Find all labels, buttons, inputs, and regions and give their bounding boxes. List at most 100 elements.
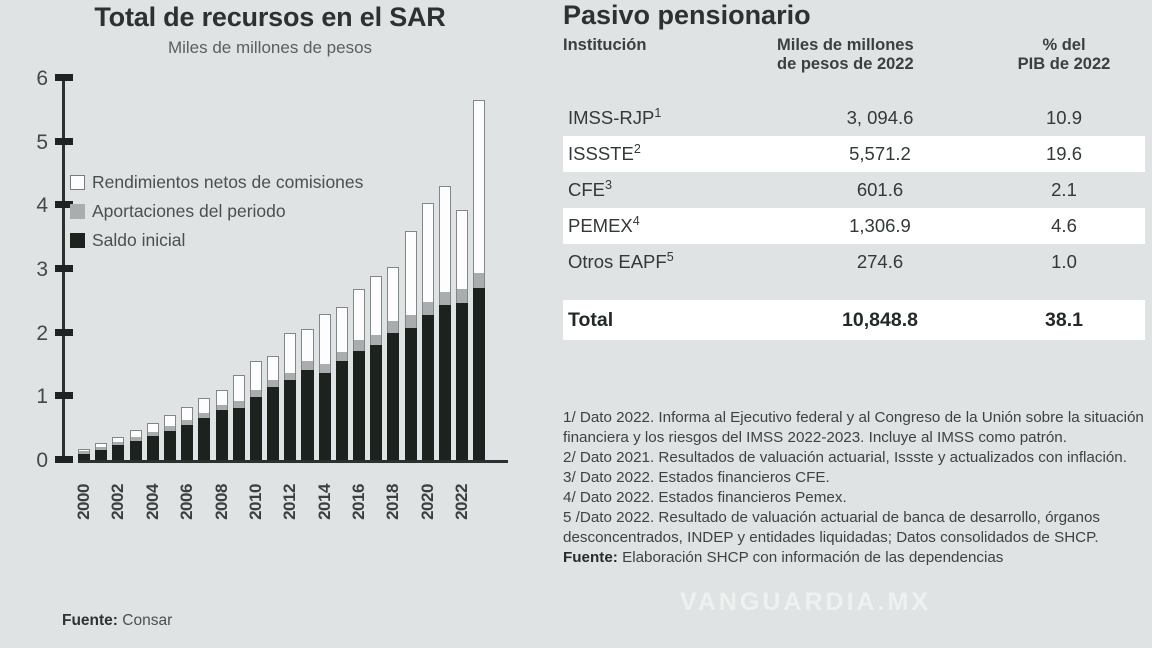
x-tick-label-2000: 2000: [74, 484, 94, 520]
bar-2006: [181, 78, 194, 460]
x-tick-label-2002: 2002: [108, 484, 128, 520]
column-header-pib-line1: % del: [1042, 36, 1086, 54]
bar-2023: [473, 78, 486, 460]
bar-2018: [387, 78, 400, 460]
x-tick-2007: [198, 464, 210, 534]
bar-2017: [370, 78, 383, 460]
legend-item-saldo: Saldo inicial: [70, 226, 363, 255]
bar-segment-rendimientos-2018: [387, 267, 400, 322]
x-axis-labels: 2000 2002 2004 2006 2008 2010 2012 2014 2016 2018…: [74, 464, 508, 534]
x-tick-label-2014: 2014: [314, 484, 334, 520]
bar-2009: [232, 78, 245, 460]
bar-segment-aportaciones-2006: [181, 419, 194, 425]
bar-segment-rendimientos-2021: [438, 186, 452, 292]
column-header-monto-line2: de pesos de 2022: [777, 55, 914, 74]
bar-segment-aportaciones-2022: [456, 288, 469, 303]
legend-item-rendimientos: Rendimientos netos de comisiones: [70, 168, 363, 197]
cell-monto: 3, 094.6: [846, 107, 914, 128]
chart-source-prefix: Fuente:: [62, 612, 118, 629]
bar-segment-saldo-2018: [387, 332, 400, 460]
x-tick-2016: 2016: [349, 464, 368, 534]
x-tick-2010: 2010: [246, 464, 265, 534]
x-tick-2020: 2020: [418, 464, 437, 534]
x-tick-2011: [267, 464, 279, 534]
bar-segment-aportaciones-2001: [95, 446, 108, 450]
bar-segment-aportaciones-2008: [215, 404, 228, 411]
bar-segment-aportaciones-2013: [301, 361, 314, 370]
y-tick-label-2: 2: [36, 321, 48, 345]
bar-2015: [335, 78, 348, 460]
footnote-2: 2/ Dato 2021. Resultados de valuación ac…: [563, 449, 1127, 467]
bar-segment-saldo-2015: [335, 361, 348, 460]
bar-segment-saldo-2006: [181, 424, 194, 460]
bar-segment-saldo-2016: [353, 350, 366, 460]
legend-label-saldo: Saldo inicial: [92, 230, 186, 250]
bar-2007: [198, 78, 211, 460]
bar-segment-rendimientos-2006: [181, 407, 194, 420]
table-row: IMSS-RJP1 3, 094.6 10.9: [563, 100, 1145, 136]
x-tick-2006: 2006: [177, 464, 196, 534]
bar-segment-saldo-2009: [232, 407, 245, 460]
cell-institucion: ISSSTE2: [568, 142, 641, 165]
bar-segment-aportaciones-2002: [112, 442, 125, 446]
bar-segment-rendimientos-2001: [95, 442, 108, 447]
bar-2001: [95, 78, 108, 460]
footnote-marker: 2: [633, 142, 641, 157]
bar-segment-saldo-2010: [249, 396, 262, 460]
chart-source: Fuente: Consar: [62, 612, 172, 630]
bar-segment-aportaciones-2009: [232, 401, 245, 408]
bar-segment-aportaciones-2004: [146, 432, 159, 436]
bar-2002: [112, 78, 125, 460]
bar-segment-rendimientos-2012: [284, 333, 297, 373]
footnote-marker: 3: [605, 178, 612, 193]
bar-segment-saldo-2001: [95, 449, 108, 460]
bar-segment-aportaciones-2020: [421, 302, 434, 315]
total-label: Total: [568, 308, 614, 331]
bar-segment-rendimientos-2010: [249, 361, 262, 390]
y-tick-2: [55, 328, 73, 336]
table-row: Otros EAPF5 274.6 1.0: [563, 244, 1145, 280]
chart-panel: Total de recursos en el SAR Miles de mil…: [0, 0, 540, 648]
x-axis-line: [78, 460, 508, 463]
chart-plot-area: 0 1 2 3 4 5 6 2000 2002 2004 2006 2008 2010 2012 2014…: [36, 68, 512, 520]
chart-source-value: Consar: [122, 612, 173, 629]
x-tick-label-2006: 2006: [177, 484, 197, 520]
footnote-1: 1/ Dato 2022. Informa al Ejecutivo feder…: [563, 409, 1144, 447]
table-row: PEMEX4 1,306.9 4.6: [563, 208, 1145, 244]
bar-series-group: [78, 78, 508, 460]
bar-segment-saldo-2005: [163, 430, 177, 460]
cell-institucion: PEMEX4: [568, 214, 640, 237]
bar-2014: [318, 78, 331, 460]
column-header-monto: Miles de millones de pesos de 2022: [777, 36, 963, 75]
bar-2008: [215, 78, 228, 460]
footnotes: 1/ Dato 2022. Informa al Ejecutivo feder…: [563, 408, 1152, 569]
bar-segment-saldo-2022: [456, 302, 469, 460]
bar-segment-rendimientos-2014: [318, 313, 331, 364]
bar-segment-saldo-2019: [404, 327, 417, 460]
bar-segment-saldo-2023: [473, 288, 486, 460]
bar-segment-aportaciones-2017: [370, 334, 383, 346]
bar-2019: [404, 78, 417, 460]
cell-pib: 19.6: [1045, 143, 1082, 164]
cell-monto: 1,306.9: [849, 215, 911, 236]
cell-pib: 1.0: [1051, 251, 1077, 272]
y-tick-label-3: 3: [36, 258, 48, 281]
bar-2000: [78, 78, 91, 460]
y-tick-6: [55, 74, 73, 81]
chart-subtitle: Miles de millones de pesos: [167, 38, 373, 57]
footnote-5: 5 /Dato 2022. Resultado de valuación act…: [563, 509, 1100, 547]
bar-segment-aportaciones-2021: [438, 291, 452, 306]
x-tick-2000: 2000: [74, 464, 93, 534]
bar-2022: [456, 78, 469, 460]
table-body: IMSS-RJP1 3, 094.6 10.9 ISSSTE2 5,571.2 19.6 C…: [563, 100, 1145, 280]
x-tick-2014: 2014: [315, 464, 334, 534]
bar-2003: [129, 78, 142, 460]
cell-institucion: IMSS-RJP1: [568, 106, 662, 129]
table-row: CFE3 601.6 2.1: [563, 172, 1145, 208]
bar-segment-aportaciones-2019: [404, 315, 417, 328]
legend-swatch-aportaciones-icon: [70, 204, 85, 219]
bar-segment-saldo-2013: [301, 369, 314, 460]
bar-segment-aportaciones-2011: [267, 379, 280, 387]
x-tick-2019: [405, 464, 417, 534]
x-tick-label-2008: 2008: [211, 484, 231, 520]
